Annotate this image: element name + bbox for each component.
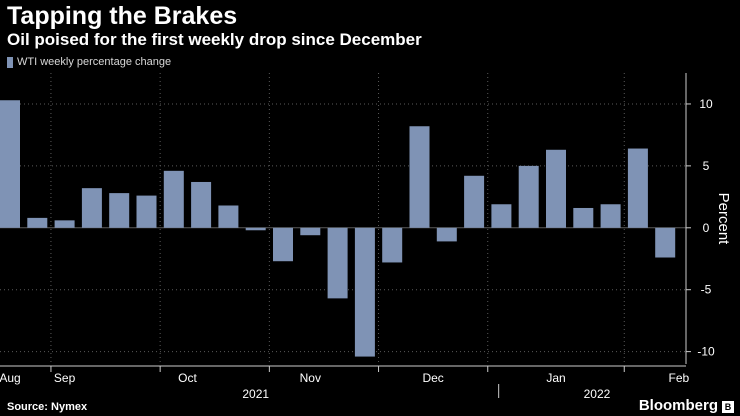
bar-dec-17 (491, 204, 512, 228)
bar-oct-1 (191, 181, 212, 228)
bar-dec-24 (518, 165, 539, 228)
bar-nov-26 (409, 126, 430, 228)
x-month-label: Sep (54, 371, 76, 385)
bar-jan-14 (600, 204, 621, 228)
chart-subtitle: Oil poised for the first weekly drop sin… (7, 30, 422, 49)
bar-sep-24 (163, 170, 184, 228)
bar-oct-29 (300, 227, 321, 236)
x-month-label: Jan (546, 371, 565, 385)
bar-jan-21 (627, 148, 648, 228)
x-year-label: 2021 (242, 387, 269, 401)
bar-oct-8 (218, 205, 239, 228)
brand-wordmark: Bloomberg (638, 397, 718, 414)
y-tick-label: -10 (697, 345, 715, 359)
x-year-label: 2022 (584, 387, 611, 401)
x-month-label: Aug (0, 371, 21, 385)
y-axis-title: Percent (715, 193, 732, 246)
x-month-label: Feb (669, 371, 690, 385)
bar-jan-7 (573, 207, 594, 228)
legend: WTI weekly percentage change (7, 56, 171, 68)
legend-label: WTI weekly percentage change (17, 56, 172, 68)
bar-aug-27 (54, 220, 75, 228)
source-note: Source: Nymex (7, 401, 88, 413)
bar-dec-10 (464, 175, 485, 228)
bar-aug-20 (27, 217, 48, 228)
bar-nov-19 (382, 227, 403, 263)
bar-aug-13 (0, 100, 20, 228)
y-tick-label: 5 (703, 159, 710, 173)
bloomberg-logo-icon: B (722, 401, 734, 413)
legend-swatch (7, 56, 13, 68)
x-month-label: Oct (178, 371, 197, 385)
y-tick-label: -5 (701, 283, 712, 297)
bar-oct-22 (273, 227, 293, 262)
chart-title: Tapping the Brakes (7, 2, 238, 30)
bar-dec-3 (436, 227, 457, 242)
bar-sep-3 (81, 188, 102, 228)
bar-sep-17 (136, 195, 157, 228)
bar-jan-28 (655, 227, 676, 258)
bar-oct-15 (245, 227, 266, 231)
x-month-label: Dec (422, 371, 443, 385)
bar-dec-31 (546, 149, 566, 228)
bar-nov-12 (354, 227, 375, 357)
bar-sep-10 (109, 193, 130, 228)
y-tick-label: 10 (699, 97, 713, 111)
x-month-label: Nov (300, 371, 321, 385)
bar-nov-5 (327, 227, 348, 299)
y-tick-label: 0 (703, 221, 710, 235)
